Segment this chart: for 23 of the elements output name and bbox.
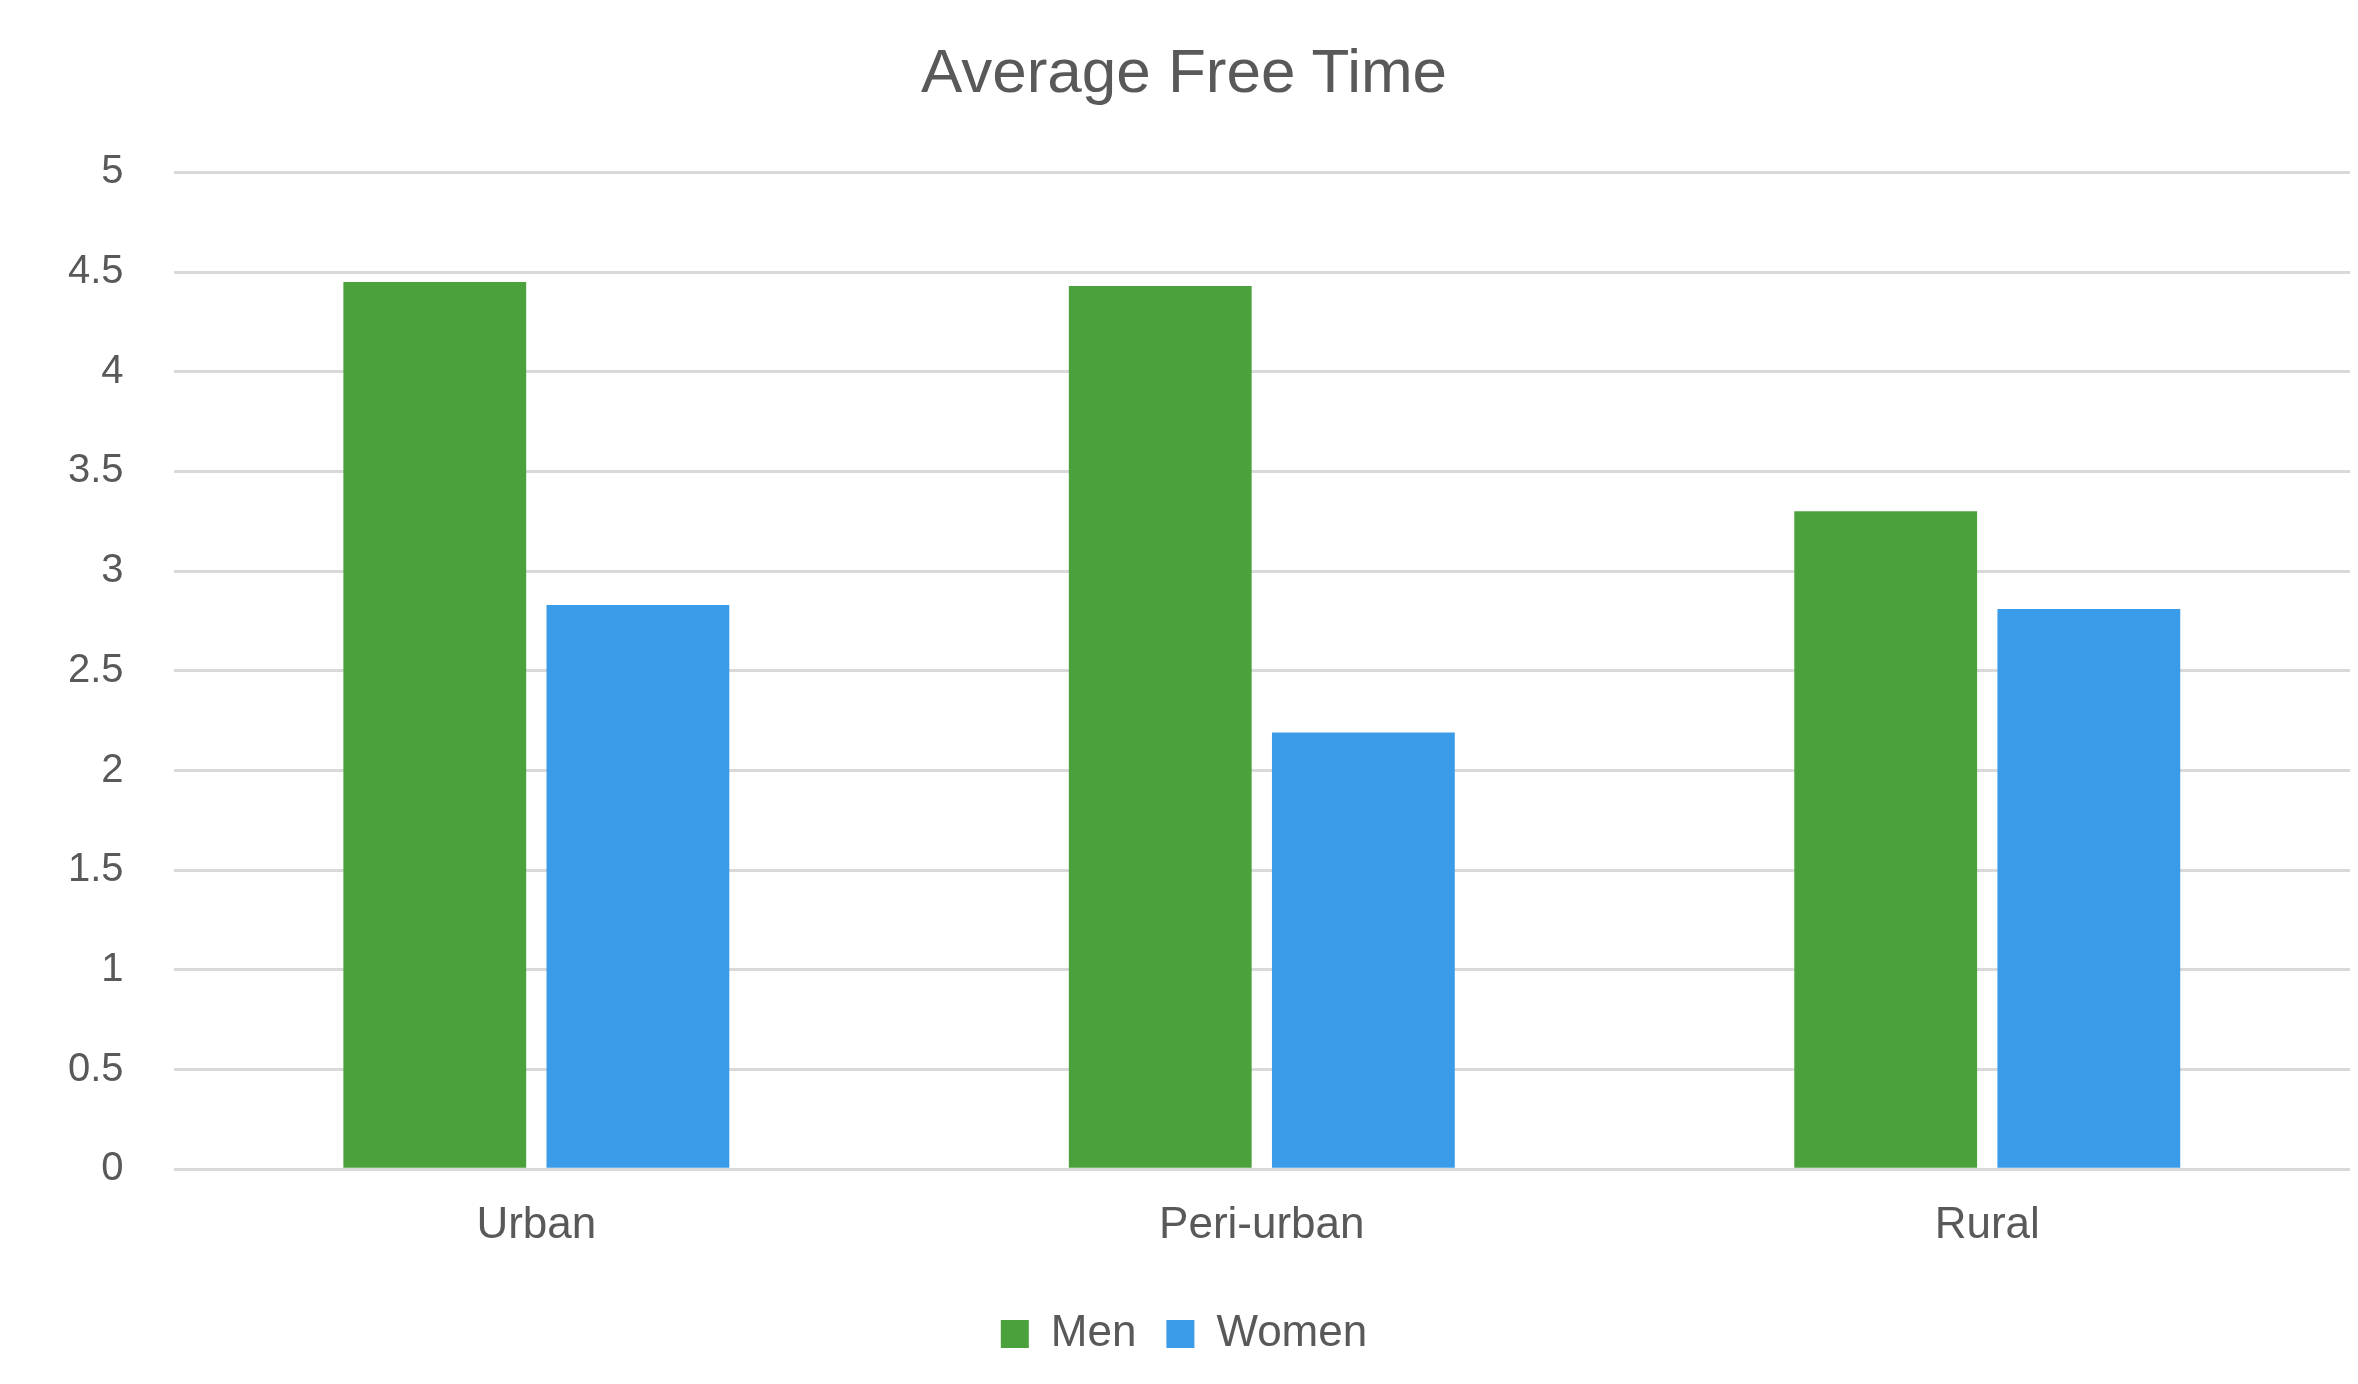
legend-label: Women [1216, 1306, 1368, 1356]
bar [546, 605, 730, 1168]
x-tick-label: Rural [1934, 1197, 2040, 1247]
legend-label: Men [1050, 1306, 1137, 1356]
x-tick-label: Urban [476, 1197, 597, 1247]
y-tick-label: 2 [101, 745, 124, 790]
y-tick-label: 1.5 [68, 845, 124, 890]
y-tick-label: 0 [101, 1144, 124, 1189]
bar [343, 282, 527, 1168]
y-tick-label: 0.5 [68, 1044, 124, 1089]
y-tick-label: 4.5 [68, 247, 124, 292]
y-tick-label: 4 [101, 346, 124, 391]
y-tick-label: 5 [101, 147, 124, 192]
y-tick-label: 3.5 [68, 446, 124, 491]
bar [1794, 511, 1978, 1168]
y-tick-label: 3 [101, 546, 124, 591]
bar [1068, 286, 1252, 1168]
x-tick-label: Peri-urban [1159, 1197, 1365, 1247]
chart-title: Average Free Time [920, 36, 1448, 106]
y-tick-label: 1 [101, 944, 124, 989]
bar [1271, 732, 1455, 1168]
y-tick-label: 2.5 [68, 645, 124, 690]
bar [1997, 609, 2181, 1168]
